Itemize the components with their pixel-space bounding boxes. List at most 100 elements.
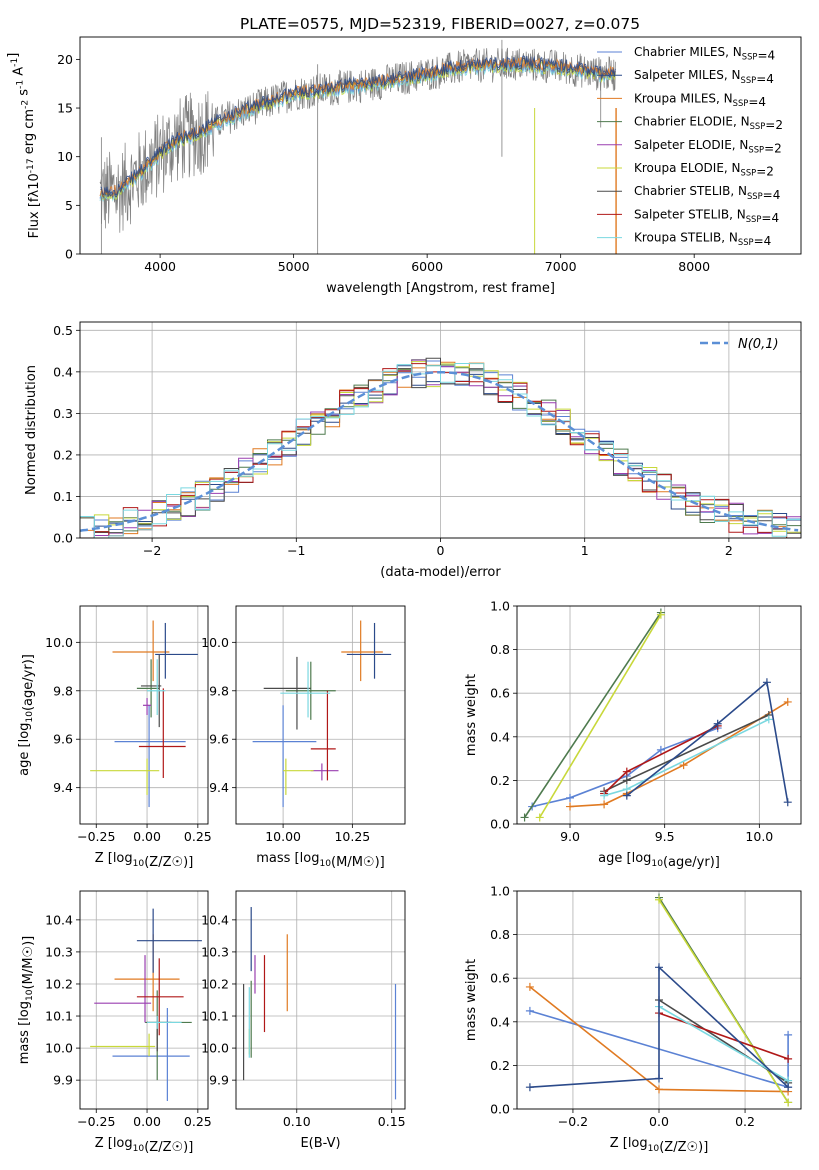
plot-marks [90, 620, 198, 808]
weight-marker [764, 715, 773, 724]
weight-marker [784, 1054, 793, 1063]
x-tick-label: 0.25 [184, 829, 212, 844]
y-tick-label: 9.8 [53, 683, 73, 698]
error-bar-point [147, 659, 166, 715]
y-axis-label: Normed distribution [24, 365, 39, 495]
axes-frame [79, 321, 802, 539]
weight-marker [783, 798, 792, 807]
x-tick-label: 4000 [144, 259, 176, 274]
weight-marker [525, 1083, 534, 1092]
legend-label: Salpeter STELIB, NSSP=4 [634, 207, 779, 225]
x-tick-label: 2 [725, 543, 733, 558]
weight-series-line [523, 612, 662, 818]
plot-marks [90, 908, 202, 1101]
legend-label: Kroupa ELODIE, NSSP=2 [634, 161, 774, 179]
age-vs-z-panel: −0.25 0.00 0.25 9.4 9.6 9.8 10.0 Z [log10(Z/Z☉)… [17, 605, 212, 870]
mass-weight-vs-age-panel: 9.0 9.5 10.0 0.0 0.2 0.4 0.6 0.8 1.0 age [log10(a… [464, 599, 802, 870]
y-axis-label: Flux [fλ10-17 erg cm-2 s-1 A-1] [6, 53, 42, 239]
x-tick-label: 0 [437, 543, 445, 558]
y-tick-label: 0.8 [490, 642, 510, 657]
weight-marker [679, 761, 688, 770]
error-bar-point [155, 622, 198, 679]
axes-frame [235, 605, 406, 825]
weight-marker [655, 895, 663, 904]
x-tick-label: 1 [581, 543, 589, 558]
error-bar-point [346, 622, 392, 679]
spectrum-legend: Chabrier MILES, NSSP=4 Salpeter MILES, NS… [597, 45, 783, 248]
weight-marker [600, 791, 609, 800]
x-tick-label: 0.0 [649, 1114, 669, 1129]
x-tick-label: −2 [143, 543, 161, 558]
y-tick-label: 15 [57, 101, 73, 116]
y-tick-label: 0.4 [490, 1014, 510, 1029]
y-tick-label: 0.5 [53, 323, 73, 338]
weight-marker [762, 678, 771, 687]
weight-marker [655, 1085, 663, 1094]
age-vs-mass-panel: 10.00 10.25 9.4 9.6 9.8 10.0 mass [log10(M/M☉)… [201, 605, 406, 870]
y-tick-label: 0.2 [53, 447, 73, 462]
plot-marks [80, 357, 801, 538]
legend-label: Chabrier STELIB, NSSP=4 [634, 184, 780, 202]
error-bar-point [147, 1016, 182, 1029]
weight-marker [713, 719, 722, 728]
y-tick-label: 10.3 [45, 944, 73, 959]
y-tick-label: 10.4 [201, 912, 229, 927]
weight-marker [566, 802, 575, 811]
plot-marks [525, 893, 793, 1107]
mass-vs-z-panel: −0.25 0.00 0.25 9.9 10.0 10.1 10.2 10.3 10.4 Z [l… [17, 890, 212, 1155]
x-tick-label: 8000 [678, 259, 710, 274]
error-bar-point [142, 698, 152, 715]
axes-frame [79, 36, 802, 255]
y-tick-label: 0.8 [490, 927, 510, 942]
x-tick-label: 9.0 [560, 829, 580, 844]
histogram-step [80, 363, 801, 538]
y-tick-label: 9.4 [53, 780, 73, 795]
x-tick-label: 5000 [278, 259, 310, 274]
spectrum-panel: 4000 5000 6000 7000 8000 0 5 10 15 20 wavelength [… [6, 36, 802, 296]
x-tick-label: 10.00 [265, 829, 301, 844]
x-tick-label: 0.15 [378, 1114, 406, 1129]
weight-marker [520, 813, 529, 822]
y-tick-label: 9.4 [209, 780, 229, 795]
x-tick-label: −0.25 [77, 1114, 115, 1129]
axes-frame [79, 890, 209, 1110]
weight-marker [655, 1074, 663, 1083]
y-tick-label: 0.3 [53, 406, 73, 421]
x-axis-label: (data-model)/error [380, 565, 501, 580]
y-tick-label: 0.2 [490, 773, 510, 788]
y-tick-label: 0.4 [490, 729, 510, 744]
y-tick-label: 9.8 [209, 683, 229, 698]
y-tick-label: 10.0 [45, 1041, 73, 1056]
x-tick-label: 0.10 [283, 1114, 311, 1129]
plot-marks [520, 608, 792, 822]
x-tick-label: 10.25 [334, 829, 370, 844]
plot-marks [99, 39, 617, 254]
weight-series-line [658, 1012, 789, 1060]
error-bar-point [283, 758, 314, 795]
weight-marker [656, 610, 665, 619]
y-tick-label: 10 [57, 149, 73, 164]
mass-weight-vs-z-panel: −0.2 0.0 0.2 0.0 0.2 0.4 0.6 0.8 1.0 Z [log10(Z/Z… [464, 884, 802, 1155]
y-tick-label: 0.0 [490, 817, 510, 832]
x-axis-label: wavelength [Angstrom, rest frame] [326, 281, 555, 296]
y-tick-label: 10.0 [201, 635, 229, 650]
weight-marker [525, 1006, 534, 1015]
y-tick-label: 10.1 [201, 1009, 229, 1024]
x-axis-label: Z [log10(Z/Z☉)] [95, 1136, 194, 1155]
mass-vs-ebv-panel: 0.10 0.15 9.9 10.0 10.1 10.2 10.3 10.4 E(B-V) [201, 890, 406, 1151]
x-tick-label: 0.25 [184, 1114, 212, 1129]
error-bar-point [112, 620, 170, 682]
y-tick-label: 9.9 [209, 1073, 229, 1088]
legend-label: Salpeter MILES, NSSP=4 [634, 68, 774, 86]
error-bar-point [114, 705, 186, 808]
axes-frame [516, 890, 802, 1110]
model-spectrum-line [99, 56, 616, 197]
error-bar-point [136, 659, 160, 718]
weight-series-line [626, 680, 789, 803]
y-tick-label: 9.6 [209, 732, 229, 747]
weight-marker [784, 1030, 793, 1039]
weight-marker [525, 982, 534, 991]
weight-series-line [539, 614, 662, 818]
weight-series-line [529, 965, 789, 1088]
